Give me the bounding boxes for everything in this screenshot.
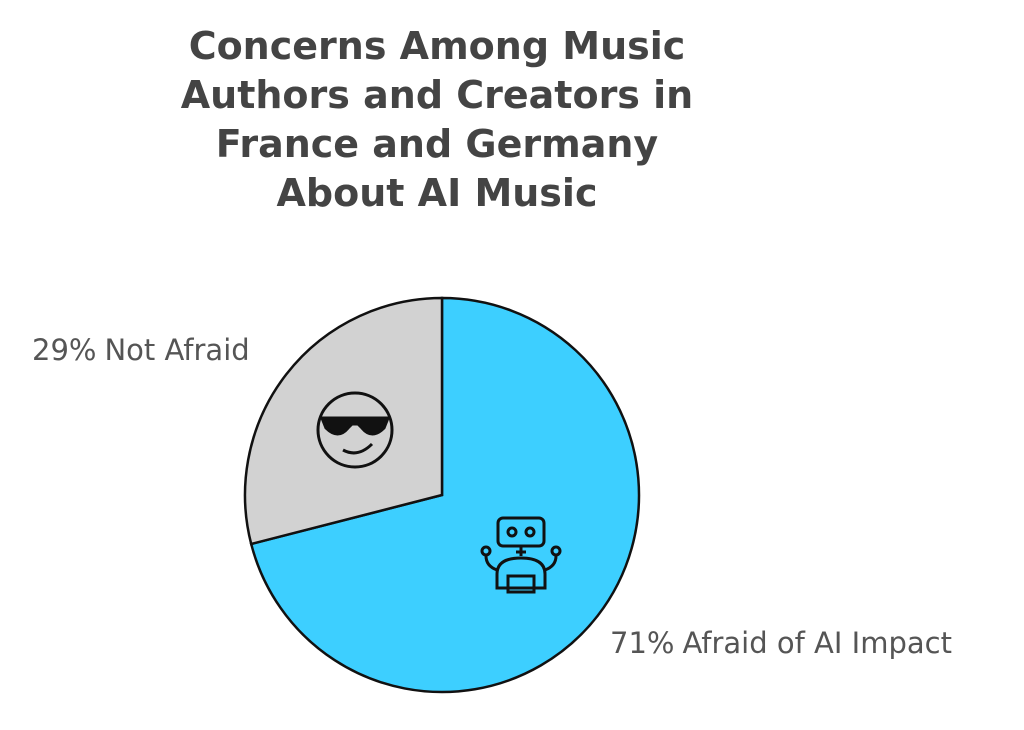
chart-title: Concerns Among Music Authors and Creator… <box>180 24 694 215</box>
slice-category-label: Not Afraid <box>104 333 249 367</box>
slice-label: 71% Afraid of AI Impact <box>610 626 952 660</box>
slice-value-label: 29% <box>32 333 96 367</box>
pie-slice <box>249 296 641 694</box>
slice-category-label: Afraid of AI Impact <box>682 626 951 660</box>
slice-value-label: 71% <box>610 626 674 660</box>
cool-face-icon <box>316 391 394 469</box>
slice-label: 29% Not Afraid <box>32 333 250 367</box>
slices <box>243 296 641 694</box>
robot-icon <box>480 516 562 594</box>
